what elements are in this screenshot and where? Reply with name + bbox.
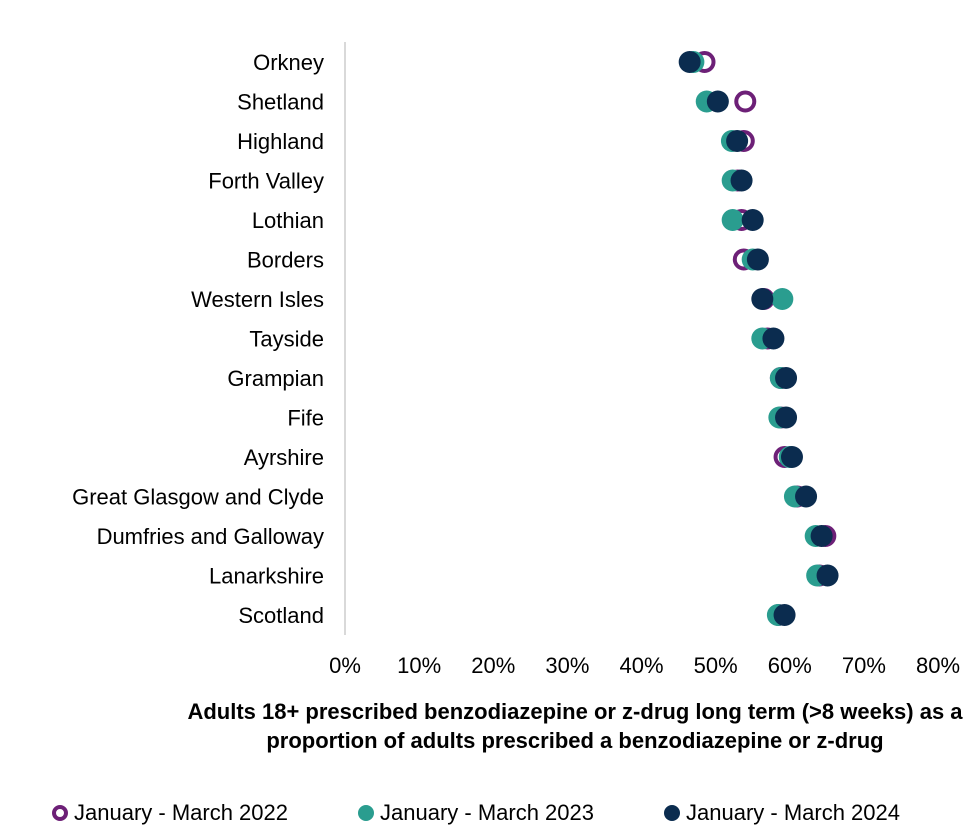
point-2024-ayrshire xyxy=(780,446,803,468)
point-2024-fife xyxy=(775,406,798,429)
legend-swatch-2023 xyxy=(358,805,374,821)
x-axis-tick-labels: 0% 10% 20% 30% 40% 50% 60% 70% 80% xyxy=(329,653,960,678)
point-2024-grampian xyxy=(775,367,798,389)
x-tick-label-10: 10% xyxy=(397,653,441,678)
point-2023-lothian xyxy=(721,209,744,231)
x-tick-label-60: 60% xyxy=(768,653,812,678)
category-label-great-glasgow-and-clyde: Great Glasgow and Clyde xyxy=(72,485,324,510)
category-label-borders: Borders xyxy=(247,248,324,273)
point-2024-borders xyxy=(746,248,769,271)
legend-label-2023: January - March 2023 xyxy=(380,800,594,825)
y-axis-labels: Orkney Shetland Highland Forth Valley Lothia… xyxy=(72,50,324,628)
category-label-grampian: Grampian xyxy=(227,366,324,391)
point-2024-western-isles xyxy=(751,288,774,310)
point-2024-shetland xyxy=(706,90,729,113)
point-2024-orkney xyxy=(678,51,701,73)
x-tick-label-80: 80% xyxy=(916,653,960,678)
point-2023-western-isles xyxy=(771,288,794,310)
category-label-lanarkshire: Lanarkshire xyxy=(209,564,324,589)
x-tick-label-30: 30% xyxy=(545,653,589,678)
legend: January - March 2022 January - March 202… xyxy=(0,800,975,834)
category-label-scotland: Scotland xyxy=(238,603,324,628)
legend-swatch-2024 xyxy=(664,805,680,821)
point-2024-dumfries-and-galloway xyxy=(810,525,833,547)
x-axis-title: Adults 18+ prescribed benzodiazepine or … xyxy=(187,699,963,753)
category-label-lothian: Lothian xyxy=(252,208,324,233)
point-2024-lanarkshire xyxy=(816,564,839,587)
category-label-highland: Highland xyxy=(237,129,324,154)
legend-label-2022: January - March 2022 xyxy=(74,800,288,825)
legend-item-2022: January - March 2022 xyxy=(52,800,288,826)
point-2024-great-glasgow-and-clyde xyxy=(795,485,818,508)
legend-label-2024: January - March 2024 xyxy=(686,800,900,825)
category-label-orkney: Orkney xyxy=(253,50,324,75)
category-label-forth-valley: Forth Valley xyxy=(208,169,324,194)
point-2024-tayside xyxy=(762,327,785,350)
x-tick-label-0: 0% xyxy=(329,653,361,678)
category-label-western-isles: Western Isles xyxy=(191,287,324,312)
point-2024-forth-valley xyxy=(730,169,753,192)
category-label-shetland: Shetland xyxy=(237,90,324,115)
x-tick-label-40: 40% xyxy=(619,653,663,678)
category-label-fife: Fife xyxy=(287,406,324,431)
point-2024-scotland xyxy=(773,604,796,626)
data-points xyxy=(678,51,839,626)
legend-item-2023: January - March 2023 xyxy=(358,800,594,826)
x-tick-label-20: 20% xyxy=(471,653,515,678)
category-label-ayrshire: Ayrshire xyxy=(244,445,324,470)
x-tick-label-50: 50% xyxy=(694,653,738,678)
category-label-tayside: Tayside xyxy=(249,327,324,352)
point-2024-lothian xyxy=(741,209,764,231)
legend-item-2024: January - March 2024 xyxy=(664,800,900,826)
point-2022-shetland xyxy=(734,90,757,113)
legend-swatch-2022 xyxy=(52,805,68,821)
dot-plot-chart: Orkney Shetland Highland Forth Valley Lothia… xyxy=(72,42,960,678)
point-2024-highland xyxy=(726,130,749,152)
category-label-dumfries-and-galloway: Dumfries and Galloway xyxy=(97,524,324,549)
x-tick-label-70: 70% xyxy=(842,653,886,678)
